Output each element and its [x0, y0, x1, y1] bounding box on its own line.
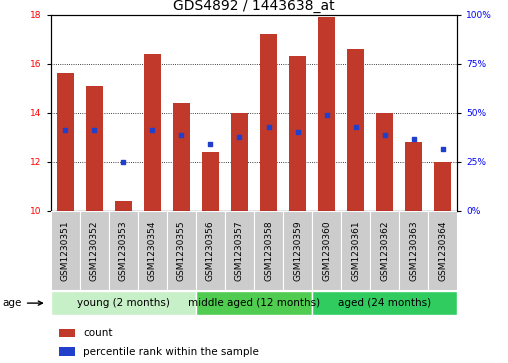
Point	[90, 127, 99, 132]
Point	[61, 127, 70, 132]
Bar	[347, 49, 364, 211]
FancyBboxPatch shape	[196, 211, 225, 290]
FancyBboxPatch shape	[51, 291, 196, 315]
Text: aged (24 months): aged (24 months)	[338, 298, 431, 308]
Text: GSM1230354: GSM1230354	[148, 220, 157, 281]
FancyBboxPatch shape	[196, 291, 312, 315]
Text: GSM1230364: GSM1230364	[438, 220, 447, 281]
Bar	[289, 56, 306, 211]
Bar	[434, 162, 452, 211]
FancyBboxPatch shape	[283, 211, 312, 290]
Point	[438, 146, 447, 152]
Text: age: age	[3, 298, 42, 308]
Bar	[405, 142, 422, 211]
FancyBboxPatch shape	[341, 211, 370, 290]
Point	[380, 132, 389, 138]
Bar	[260, 34, 277, 211]
FancyBboxPatch shape	[370, 211, 399, 290]
Bar	[59, 347, 75, 356]
Point	[206, 142, 214, 147]
Bar	[202, 152, 219, 211]
Text: GSM1230362: GSM1230362	[380, 220, 389, 281]
Point	[352, 124, 360, 130]
Text: GSM1230352: GSM1230352	[90, 220, 99, 281]
Bar	[115, 201, 132, 211]
Text: young (2 months): young (2 months)	[77, 298, 170, 308]
Point	[323, 112, 331, 118]
Text: GSM1230359: GSM1230359	[293, 220, 302, 281]
FancyBboxPatch shape	[109, 211, 138, 290]
Text: percentile rank within the sample: percentile rank within the sample	[83, 347, 259, 357]
FancyBboxPatch shape	[255, 211, 283, 290]
FancyBboxPatch shape	[167, 211, 196, 290]
FancyBboxPatch shape	[80, 211, 109, 290]
FancyBboxPatch shape	[312, 211, 341, 290]
Bar	[173, 103, 190, 211]
FancyBboxPatch shape	[428, 211, 457, 290]
Point	[177, 132, 185, 138]
Bar	[144, 54, 161, 211]
Text: GSM1230358: GSM1230358	[264, 220, 273, 281]
FancyBboxPatch shape	[312, 291, 457, 315]
FancyBboxPatch shape	[399, 211, 428, 290]
FancyBboxPatch shape	[225, 211, 253, 290]
Text: GSM1230361: GSM1230361	[351, 220, 360, 281]
Bar	[59, 329, 75, 337]
Bar	[231, 113, 248, 211]
Text: count: count	[83, 328, 113, 338]
Text: GSM1230357: GSM1230357	[235, 220, 244, 281]
Bar	[318, 17, 335, 211]
Text: GSM1230351: GSM1230351	[61, 220, 70, 281]
Title: GDS4892 / 1443638_at: GDS4892 / 1443638_at	[173, 0, 335, 13]
Bar	[56, 73, 74, 211]
Point	[148, 127, 156, 132]
Bar	[86, 86, 103, 211]
FancyBboxPatch shape	[138, 211, 167, 290]
Text: GSM1230356: GSM1230356	[206, 220, 215, 281]
Point	[119, 159, 128, 164]
Bar	[376, 113, 393, 211]
Point	[294, 129, 302, 135]
Point	[265, 124, 273, 130]
Text: GSM1230355: GSM1230355	[177, 220, 186, 281]
FancyBboxPatch shape	[51, 211, 80, 290]
Text: GSM1230360: GSM1230360	[322, 220, 331, 281]
Text: middle aged (12 months): middle aged (12 months)	[188, 298, 320, 308]
Point	[235, 134, 243, 140]
Text: GSM1230353: GSM1230353	[119, 220, 128, 281]
Point	[409, 136, 418, 142]
Text: GSM1230363: GSM1230363	[409, 220, 418, 281]
